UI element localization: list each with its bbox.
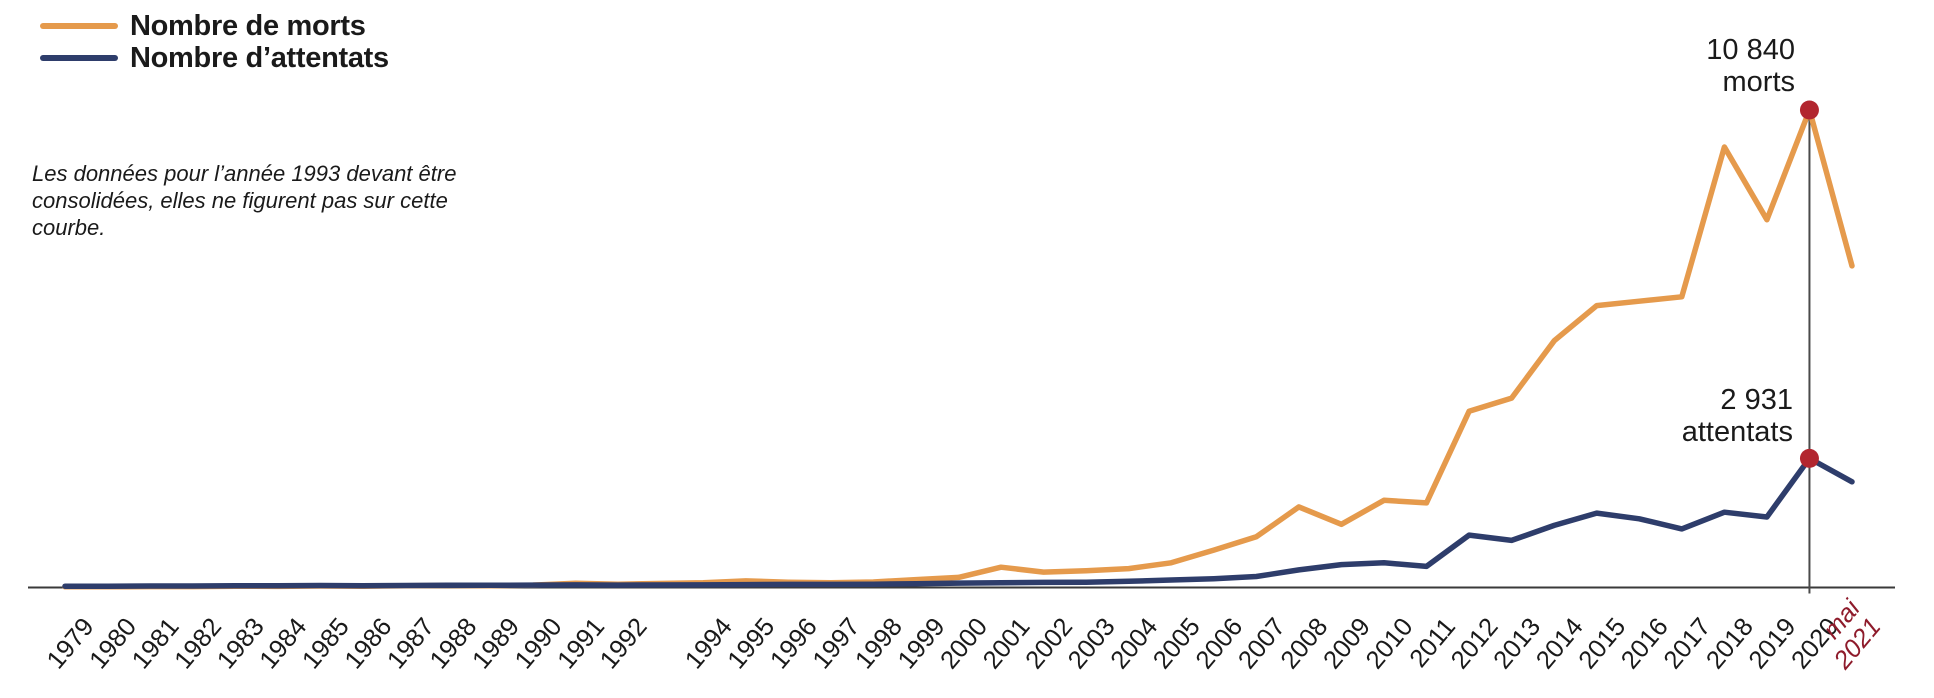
x-axis-label-1989: 1989: [467, 613, 525, 674]
x-axis-label-2009: 2009: [1318, 613, 1376, 674]
x-axis-label-1990: 1990: [510, 613, 568, 674]
x-axis-label-1986: 1986: [340, 613, 398, 674]
x-axis-label-2010: 2010: [1361, 613, 1419, 674]
legend-item-attentats: Nombre d’attentats: [40, 42, 389, 74]
x-axis-label-2016: 2016: [1616, 613, 1674, 674]
legend-swatch-morts-icon: [40, 23, 118, 29]
annotation-morts-value: 10 840: [1706, 34, 1795, 66]
x-axis-label-2006: 2006: [1190, 613, 1248, 674]
legend-swatch-attentats-icon: [40, 55, 118, 61]
x-axis-label-1988: 1988: [425, 613, 483, 674]
x-axis-label-1997: 1997: [808, 613, 866, 674]
highlight-dot-morts: [1799, 100, 1819, 120]
x-axis-label-2019: 2019: [1744, 613, 1802, 674]
x-axis-label-1992: 1992: [595, 613, 653, 674]
x-axis-label-1984: 1984: [254, 613, 312, 674]
annotation-attentats-value: 2 931: [1720, 384, 1793, 416]
x-axis-label-2012: 2012: [1446, 613, 1504, 674]
x-axis-label-2005: 2005: [1148, 613, 1206, 674]
x-axis-label-2015: 2015: [1573, 613, 1631, 674]
x-axis-label-1980: 1980: [84, 613, 142, 674]
x-axis-label-2003: 2003: [1063, 613, 1121, 674]
note-line-2: consolidées, elles ne figurent pas sur c…: [32, 188, 448, 213]
x-axis-label-1979: 1979: [42, 613, 100, 674]
x-axis-label-1985: 1985: [297, 613, 355, 674]
highlight-dot-attentats: [1799, 448, 1819, 468]
annotation-attentats-peak: 2 931 attentats: [1682, 384, 1793, 448]
x-axis-label-2018: 2018: [1701, 613, 1759, 674]
note-line-1: Les données pour l’année 1993 devant êtr…: [32, 161, 457, 186]
annotation-attentats-label: attentats: [1681, 416, 1793, 448]
x-axis-label-1991: 1991: [552, 613, 610, 674]
x-axis-label-1999: 1999: [893, 613, 951, 674]
x-axis-label-2007: 2007: [1233, 613, 1291, 674]
x-axis-label-2014: 2014: [1531, 613, 1589, 674]
legend-label-attentats: Nombre d’attentats: [130, 41, 389, 74]
x-axis-label-2011: 2011: [1404, 613, 1461, 673]
legend: Nombre de morts Nombre d’attentats: [40, 10, 389, 74]
x-axis-label-2004: 2004: [1105, 613, 1163, 674]
x-axis-label-1981: 1981: [127, 613, 185, 674]
line-attentats: [62, 455, 1855, 589]
x-axis-label-2017: 2017: [1658, 613, 1716, 674]
x-axis-label-1982: 1982: [169, 613, 227, 674]
x-axis-label-1998: 1998: [850, 613, 908, 674]
x-axis-label-2000: 2000: [935, 613, 993, 674]
annotation-morts-peak: 10 840 morts: [1706, 34, 1795, 98]
x-axis-label-2001: 2001: [978, 613, 1036, 674]
legend-item-morts: Nombre de morts: [40, 10, 389, 42]
x-axis-label-1987: 1987: [382, 613, 440, 674]
x-axis-label-1996: 1996: [765, 613, 823, 674]
x-axis-label-1983: 1983: [212, 613, 270, 674]
x-axis-label-1995: 1995: [722, 613, 780, 674]
x-axis-label-2002: 2002: [1020, 613, 1078, 674]
x-axis-label-1994: 1994: [680, 613, 738, 674]
annotation-morts-label: morts: [1722, 66, 1796, 98]
legend-label-morts: Nombre de morts: [130, 9, 366, 42]
note-line-3: courbe.: [32, 215, 106, 240]
x-axis-label-2013: 2013: [1488, 613, 1546, 674]
data-note-1993: Les données pour l’année 1993 devant êtr…: [32, 160, 456, 241]
x-axis-label-2008: 2008: [1276, 613, 1334, 674]
